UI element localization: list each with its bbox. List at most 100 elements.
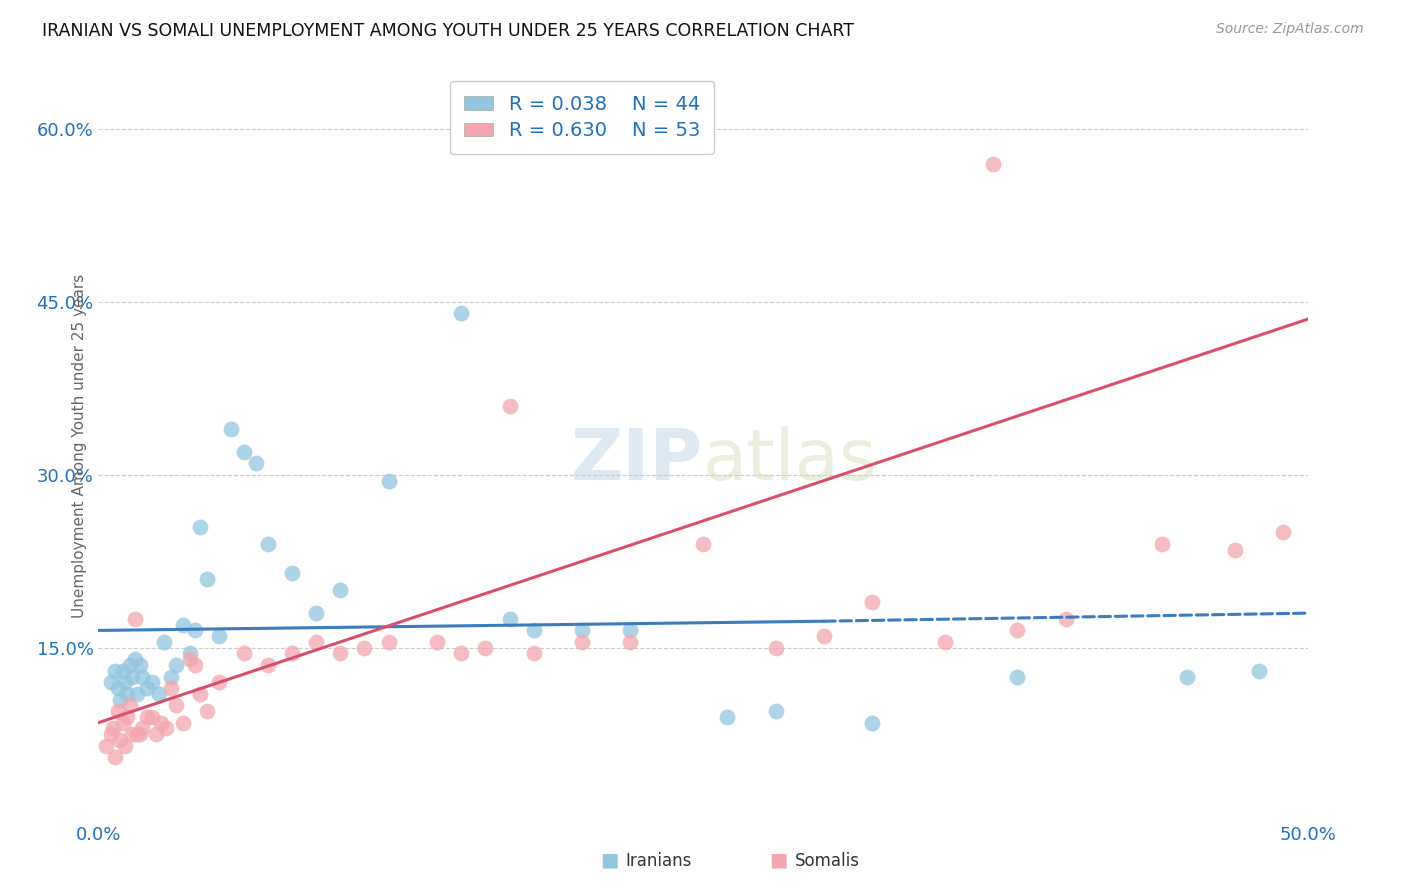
Point [498,399,520,413]
Point [121,669,143,683]
Point [1175,669,1198,683]
Point [619,635,641,649]
Point [221,422,243,436]
Point [118,658,141,673]
Text: IRANIAN VS SOMALI UNEMPLOYMENT AMONG YOUTH UNDER 25 YEARS CORRELATION CHART: IRANIAN VS SOMALI UNEMPLOYMENT AMONG YOU… [42,22,855,40]
Point [281,647,304,661]
Point [1007,624,1029,638]
Point [117,710,139,724]
Point [981,156,1004,170]
Point [426,635,449,649]
Point [104,750,127,764]
Point [1007,669,1029,683]
Point [152,635,174,649]
Point [165,658,187,673]
Point [131,669,153,683]
Point [148,687,170,701]
Point [127,687,149,701]
Point [716,710,738,724]
Point [94,739,117,753]
Point [208,629,231,643]
Point [179,647,201,661]
Point [329,583,352,598]
Text: Somalis: Somalis [794,852,859,870]
Point [1249,664,1271,678]
Point [160,681,183,695]
Point [108,733,131,747]
Text: ■: ■ [769,851,787,870]
Point [474,640,496,655]
Point [128,658,150,673]
Point [128,727,150,741]
Point [145,727,167,741]
Point [1054,612,1077,626]
Point [141,675,163,690]
Point [150,715,173,730]
Point [450,306,472,320]
Point [188,687,211,701]
Point [195,572,218,586]
Point [107,704,129,718]
Point [114,739,136,753]
Point [619,624,641,638]
Point [329,647,352,661]
Point [124,652,146,666]
Text: atlas: atlas [703,426,877,495]
Point [305,635,328,649]
Point [256,658,278,673]
Legend: R = 0.038    N = 44, R = 0.630    N = 53: R = 0.038 N = 44, R = 0.630 N = 53 [450,81,714,154]
Point [232,647,254,661]
Point [100,675,122,690]
Point [934,635,956,649]
Point [377,635,399,649]
Point [104,664,127,678]
Text: ZIP: ZIP [571,426,703,495]
Point [245,456,267,470]
Point [860,715,883,730]
Point [281,566,304,580]
Point [813,629,835,643]
Point [1152,537,1174,551]
Point [135,681,157,695]
Point [114,675,136,690]
Point [523,624,546,638]
Point [377,474,399,488]
Point [765,640,787,655]
Point [131,722,153,736]
Point [111,715,134,730]
Point [141,710,163,724]
Point [860,594,883,608]
Point [172,715,194,730]
Point [305,606,328,620]
Point [117,687,139,701]
Point [172,617,194,632]
Point [135,710,157,724]
Text: Source: ZipAtlas.com: Source: ZipAtlas.com [1216,22,1364,37]
Point [188,519,211,533]
Point [256,537,278,551]
Point [523,647,546,661]
Point [232,444,254,458]
Point [765,704,787,718]
Point [118,698,141,713]
Point [165,698,187,713]
Point [155,722,177,736]
Point [353,640,375,655]
Point [101,722,124,736]
Point [571,624,593,638]
Point [195,704,218,718]
Point [179,652,201,666]
Point [127,727,149,741]
Y-axis label: Unemployment Among Youth under 25 years: Unemployment Among Youth under 25 years [72,274,87,618]
Point [450,647,472,661]
Point [100,727,122,741]
Point [184,624,207,638]
Point [184,658,207,673]
Text: Iranians: Iranians [626,852,692,870]
Point [111,664,134,678]
Point [498,612,520,626]
Point [160,669,183,683]
Point [108,692,131,706]
Point [1223,542,1246,557]
Point [571,635,593,649]
